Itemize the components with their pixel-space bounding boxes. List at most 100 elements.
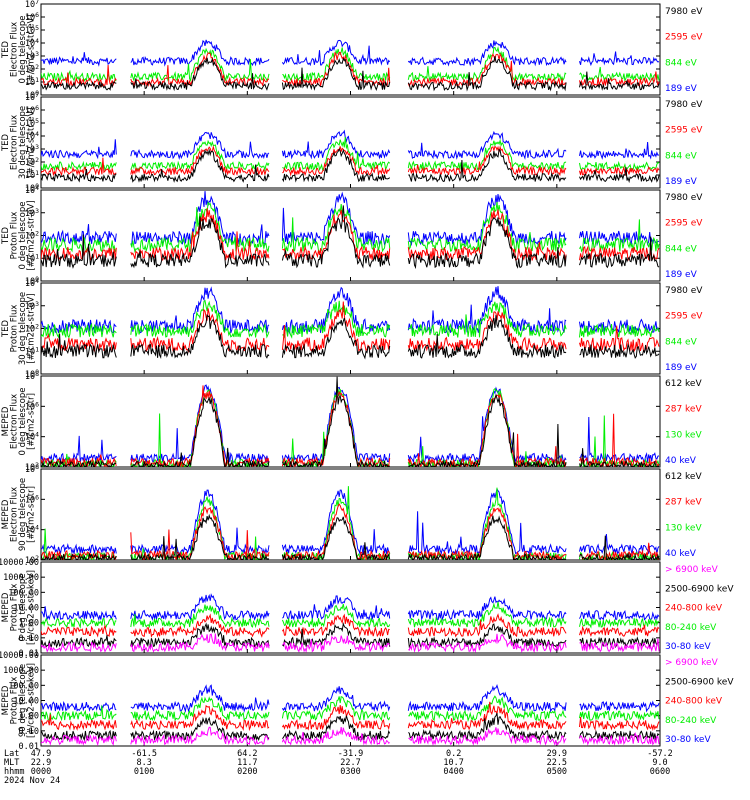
series-line <box>41 486 660 560</box>
y-axis-label: TEDProton Flux30 deg telescope[#/cm2-s-s… <box>1 292 37 365</box>
legend-entry: 189 eV <box>665 363 698 373</box>
legend-entry: 844 eV <box>665 58 698 68</box>
y-axis-label: MEPEDProton Flux0 deg telescope[#/cm2-s-… <box>1 570 37 645</box>
series-line <box>41 200 660 254</box>
y-tick-label: 100.00 <box>8 681 39 691</box>
legend-entry: 844 eV <box>665 244 698 254</box>
y-tick-label: 10000.00 <box>0 558 39 568</box>
y-tick-label: 0.10 <box>19 727 39 737</box>
series-line <box>41 145 660 177</box>
panel-8: 0.01 0.10 1.00 10.00 100.00 1000.00 10000.00 ME… <box>0 651 734 752</box>
x-tick-label: 22.5 <box>547 758 567 768</box>
legend-entry: 80-240 keV <box>665 716 717 726</box>
legend-entry: 612 keV <box>665 472 702 482</box>
x-row-label: Lat <box>4 749 19 759</box>
y-tick-label: 108 <box>25 370 39 382</box>
series-line <box>41 191 660 247</box>
x-tick-label: 9.0 <box>652 758 667 768</box>
legend-entry: 2595 eV <box>665 33 703 43</box>
series-line <box>41 712 660 742</box>
series-line <box>41 129 660 161</box>
x-tick-label: 0.2 <box>446 749 461 759</box>
x-tick-label: 47.9 <box>31 749 51 759</box>
x-tick-label: 0500 <box>547 767 567 777</box>
series-line <box>41 503 660 560</box>
legend-entry: 189 eV <box>665 177 698 187</box>
series-line <box>41 701 660 732</box>
x-tick-label: 29.9 <box>547 749 567 759</box>
y-tick-label: 1.00 <box>19 712 39 722</box>
y-tick-label: 1.00 <box>19 619 39 629</box>
series-line <box>41 286 660 335</box>
y-axis-label: TEDProton Flux0 deg telescope[#/cm2-s-st… <box>1 200 37 270</box>
legend-entry: 40 keV <box>665 456 697 466</box>
y-axis-label: MEPEDElectron Flux90 deg telescope[#/cm2… <box>1 478 37 551</box>
y-tick-label: 10000.00 <box>0 651 39 661</box>
x-tick-label: 64.2 <box>237 749 257 759</box>
series-line <box>41 46 660 83</box>
legend-entry: 30-80 keV <box>665 735 711 745</box>
series-line <box>41 39 660 67</box>
y-tick-label: 10.00 <box>13 604 39 614</box>
x-row-label: hhmm <box>4 767 24 777</box>
y-tick-label: 100.00 <box>8 588 39 598</box>
x-tick-label: 0100 <box>134 767 154 777</box>
date-label: 2024 Nov 24 <box>4 776 60 786</box>
x-tick-label: 22.7 <box>340 758 360 768</box>
y-tick-label: 1000.00 <box>3 666 39 676</box>
legend-entry: > 6900 keV <box>665 565 719 575</box>
legend-entry: 612 keV <box>665 379 702 389</box>
legend-entry: 189 eV <box>665 84 698 94</box>
y-tick-label: 0.01 <box>19 742 39 752</box>
series-line <box>41 613 660 638</box>
x-tick-label: 0300 <box>340 767 360 777</box>
series-line <box>41 314 660 360</box>
legend-entry: 130 keV <box>665 430 702 440</box>
y-tick-label: 0.10 <box>19 634 39 644</box>
y-tick-label: 107 <box>25 91 39 103</box>
legend-entry: 2595 eV <box>665 219 703 229</box>
x-tick-label: 8.3 <box>136 758 151 768</box>
series-line <box>41 208 660 262</box>
x-tick-label: 0200 <box>237 767 257 777</box>
series-line <box>41 633 660 653</box>
legend-entry: 240-800 keV <box>665 604 723 614</box>
legend-entry: 844 eV <box>665 337 698 347</box>
series-line <box>41 205 660 270</box>
legend-entry: 40 keV <box>665 549 697 559</box>
y-tick-label: 1000.00 <box>3 573 39 583</box>
legend-entry: 240-800 keV <box>665 697 723 707</box>
panel-7: 0.01 0.10 1.00 10.00 100.00 1000.00 10000.00 ME… <box>0 558 734 659</box>
series-line <box>41 137 660 172</box>
y-tick-label: 104 <box>25 184 39 196</box>
series-line <box>41 593 660 622</box>
series-line <box>41 695 660 723</box>
series-line <box>41 385 660 467</box>
x-tick-label: -31.9 <box>338 749 364 759</box>
series-line <box>41 726 660 746</box>
series-line <box>41 148 660 184</box>
y-tick-label: 10.00 <box>13 697 39 707</box>
x-tick-label: 0600 <box>650 767 670 777</box>
x-tick-label: 0000 <box>31 767 51 777</box>
legend-entry: 2595 eV <box>665 126 703 136</box>
legend-entry: 2595 eV <box>665 312 703 322</box>
legend-entry: 7980 eV <box>665 100 703 110</box>
series-line <box>41 487 660 556</box>
x-tick-label: 10.7 <box>443 758 463 768</box>
y-axis-label: MEPEDElectron Flux0 deg telescope[#/cm2-… <box>1 388 37 456</box>
series-line <box>41 388 660 467</box>
series-line <box>41 684 660 713</box>
x-tick-label: 11.7 <box>237 758 257 768</box>
legend-entry: 30-80 keV <box>665 642 711 652</box>
series-line <box>41 622 660 649</box>
panel-frame <box>40 561 661 654</box>
series-line <box>41 56 660 92</box>
legend-entry: 130 keV <box>665 523 702 533</box>
legend-entry: > 6900 keV <box>665 658 719 668</box>
